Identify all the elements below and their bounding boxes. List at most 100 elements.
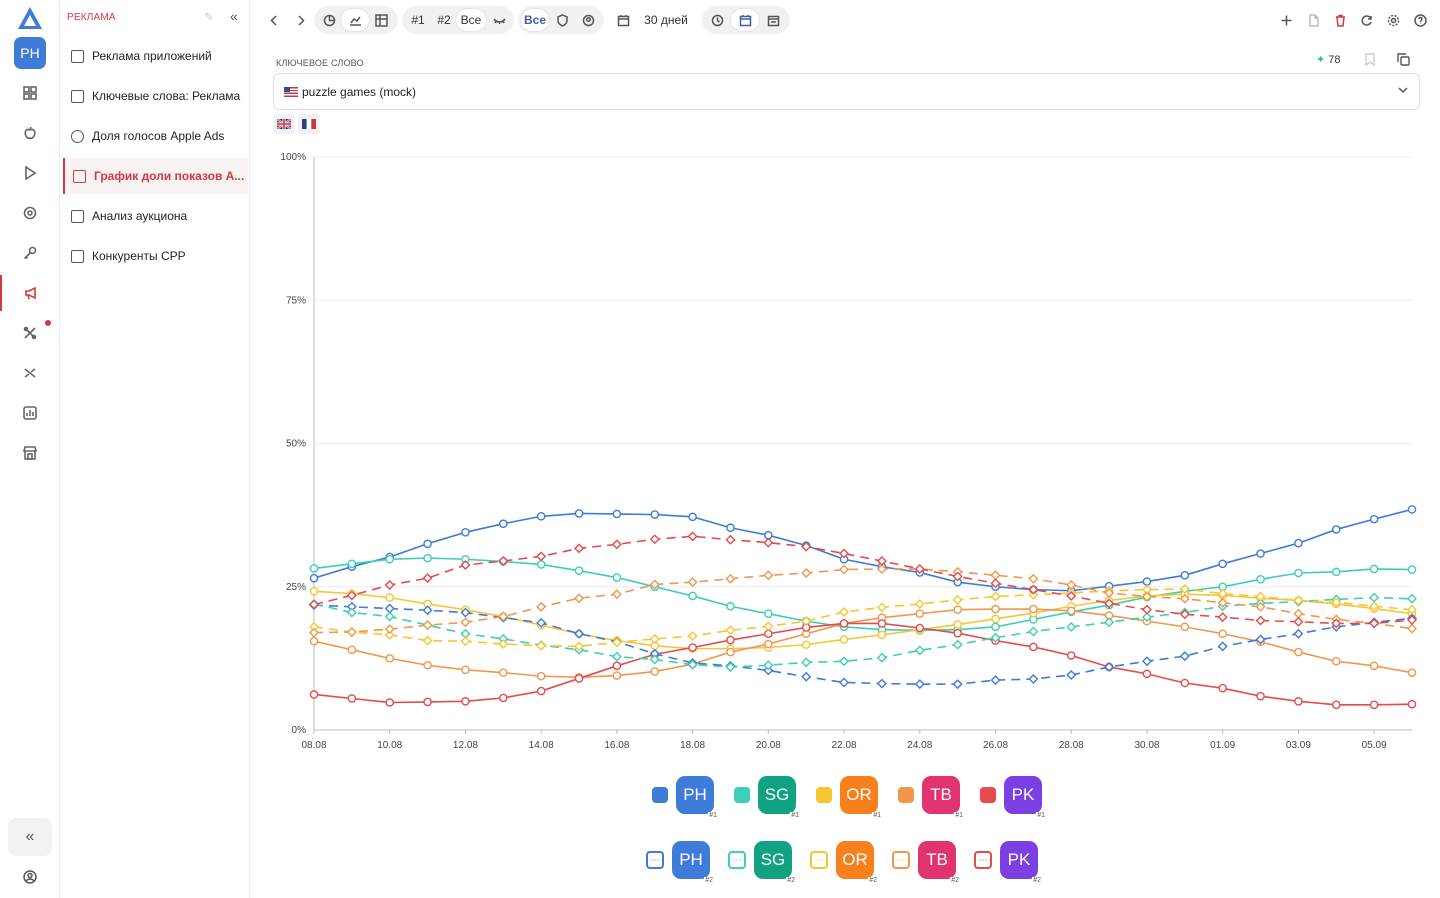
- help-icon[interactable]: [1410, 7, 1430, 33]
- sidebar-item-share-of-voice[interactable]: Доля голосов Apple Ads: [63, 118, 248, 154]
- legend-item-ph-rank1[interactable]: PH #1: [652, 776, 718, 819]
- legend-item-or-rank2[interactable]: ⋯ OR #2: [810, 841, 878, 884]
- data-point-circle: [1180, 622, 1190, 632]
- rank-active-pill: [456, 9, 486, 31]
- clock-icon[interactable]: [706, 7, 728, 33]
- app-avatar[interactable]: PH: [14, 37, 46, 69]
- delete-trash-icon[interactable]: [1330, 7, 1350, 33]
- target-icon[interactable]: [0, 195, 60, 231]
- data-point-diamond: [1255, 634, 1266, 645]
- fr-flag-button[interactable]: [298, 114, 320, 134]
- apps-grid-icon[interactable]: [0, 75, 60, 111]
- data-point-circle: [423, 553, 432, 563]
- data-point-diamond: [309, 627, 319, 638]
- data-point-circle: [347, 645, 357, 655]
- bookmark-icon[interactable]: [1364, 53, 1376, 71]
- data-point-diamond: [1217, 597, 1228, 608]
- settings-gear-icon[interactable]: [1383, 7, 1403, 33]
- legend-item-tb-rank2[interactable]: ⋯ TB #2: [892, 841, 960, 884]
- refresh-icon[interactable]: [1356, 7, 1376, 33]
- account-icon[interactable]: [577, 7, 599, 33]
- data-point-diamond: [763, 660, 774, 671]
- app-logo-icon[interactable]: [17, 6, 43, 30]
- rank-1-button[interactable]: #1: [411, 13, 425, 27]
- sidebar-item-impression-share-chart[interactable]: График доли показов А...: [63, 158, 248, 194]
- calendar-day-icon[interactable]: [734, 7, 756, 33]
- back-chevron-icon[interactable]: [264, 7, 284, 33]
- data-point-circle: [915, 623, 925, 633]
- data-point-diamond: [1369, 601, 1380, 612]
- compare-icon[interactable]: [0, 355, 60, 391]
- calendar-icon[interactable]: [612, 7, 634, 33]
- legend-item-tb-rank1[interactable]: TB #1: [898, 776, 964, 819]
- legend-rank-badge: #1: [1036, 812, 1046, 819]
- edit-pencil-icon[interactable]: ✎: [204, 10, 215, 24]
- legend-item-or-rank1[interactable]: OR #1: [816, 776, 882, 819]
- data-point-circle: [385, 654, 395, 663]
- x-tick-label: 30.08: [1134, 740, 1159, 751]
- line-chart-icon[interactable]: [344, 7, 366, 33]
- device-all-button[interactable]: Все: [523, 13, 546, 27]
- data-point-circle: [650, 667, 660, 676]
- data-point-circle: [1331, 567, 1341, 577]
- export-file-icon[interactable]: [1303, 7, 1323, 33]
- sidebar-item-keywords-ads[interactable]: Ключевые слова: Реклама: [63, 78, 248, 114]
- legend-item-sg-rank1[interactable]: SG #1: [734, 776, 800, 819]
- forward-chevron-icon[interactable]: [290, 7, 310, 33]
- play-store-icon[interactable]: [0, 155, 60, 191]
- keyword-select[interactable]: puzzle games (mock): [273, 73, 1420, 110]
- analytics-icon[interactable]: [0, 395, 60, 431]
- megaphone-icon[interactable]: [0, 275, 60, 311]
- data-point-diamond: [1104, 661, 1115, 672]
- user-profile-icon[interactable]: [0, 866, 60, 888]
- x-tick-label: 18.08: [680, 740, 705, 751]
- sidebar-item-app-ads[interactable]: Реклама приложений: [63, 38, 248, 74]
- rank-all-button[interactable]: Все: [460, 13, 482, 27]
- sidebar-item-cpp-competitors[interactable]: Конкуренты CPP: [63, 238, 248, 274]
- calendar-range-icon[interactable]: [762, 7, 784, 33]
- us-flag-icon: [284, 86, 298, 97]
- data-point-diamond: [1407, 593, 1417, 604]
- pie-chart-icon[interactable]: [318, 7, 340, 33]
- period-selector[interactable]: 30 дней: [644, 13, 688, 27]
- legend-item-pk-rank1[interactable]: PK #1: [980, 776, 1046, 819]
- store-icon[interactable]: [0, 435, 60, 471]
- table-icon[interactable]: [370, 7, 392, 33]
- data-point-diamond: [801, 568, 812, 578]
- hide-eye-icon[interactable]: [488, 7, 510, 33]
- data-point-diamond: [801, 541, 812, 552]
- data-point-circle: [1180, 678, 1190, 688]
- apple-icon[interactable]: [0, 115, 60, 151]
- legend-rank-badge: #1: [954, 812, 964, 819]
- copy-icon[interactable]: [1397, 53, 1410, 71]
- collapse-rail-button[interactable]: «: [8, 818, 52, 856]
- add-plus-icon[interactable]: [1276, 7, 1296, 33]
- data-point-circle: [309, 564, 319, 573]
- data-point-diamond: [839, 677, 850, 688]
- date-mode-active-pill: [731, 9, 759, 31]
- tools-icon[interactable]: [0, 315, 60, 351]
- chart-box-icon: [73, 169, 86, 183]
- legend-swatch-dashed: ⋯: [810, 851, 828, 869]
- data-point-circle: [953, 605, 962, 614]
- data-point-circle: [385, 554, 395, 564]
- legend-item-sg-rank2[interactable]: ⋯ SG #2: [728, 841, 796, 884]
- data-point-circle: [1331, 700, 1341, 710]
- data-point-diamond: [876, 602, 887, 613]
- data-point-circle: [953, 628, 962, 638]
- data-point-diamond: [574, 593, 585, 604]
- key-icon[interactable]: [0, 235, 60, 271]
- collapse-sidebar-icon[interactable]: «: [230, 8, 238, 24]
- app-icon: PK #2: [1000, 841, 1042, 884]
- legend-item-pk-rank2[interactable]: ⋯ PK #2: [974, 841, 1042, 884]
- shield-icon[interactable]: [551, 7, 573, 33]
- uk-flag-button[interactable]: [273, 114, 295, 134]
- rank-2-button[interactable]: #2: [437, 13, 451, 27]
- legend-rank-badge: #2: [868, 877, 878, 884]
- sidebar-item-auction-analysis[interactable]: Анализ аукциона: [63, 198, 248, 234]
- data-point-circle: [839, 619, 849, 628]
- data-point-diamond: [1104, 598, 1115, 609]
- data-point-diamond: [687, 659, 698, 670]
- legend-item-ph-rank2[interactable]: ⋯ PH #2: [646, 841, 714, 884]
- document-icon: [71, 209, 84, 223]
